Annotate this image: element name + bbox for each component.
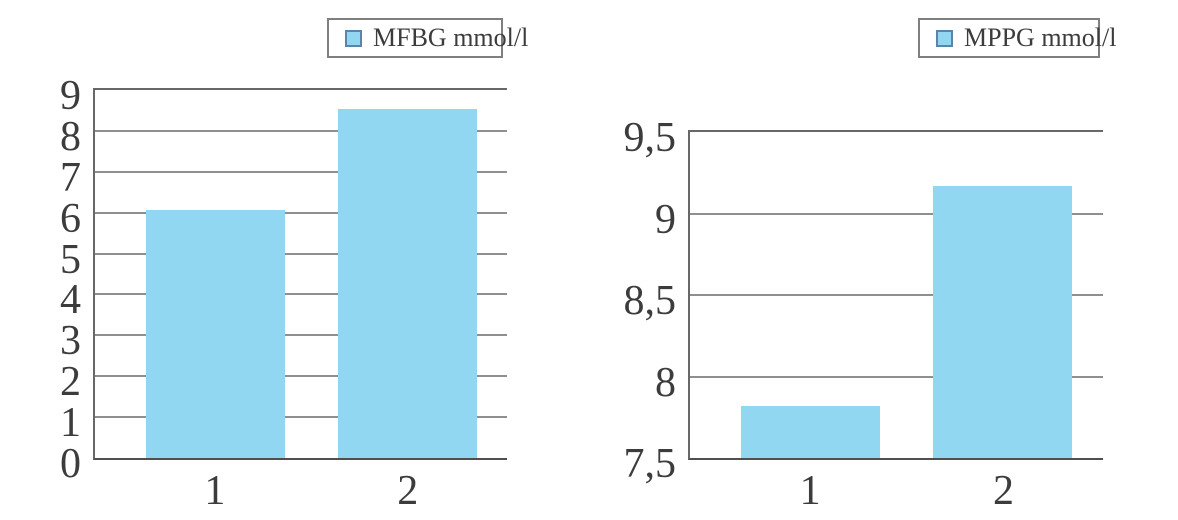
gridline — [690, 294, 1103, 296]
gridline — [95, 416, 507, 419]
y-axis-tick: 8 — [655, 359, 676, 406]
y-axis-tick: 3 — [60, 318, 81, 365]
y-axis-tick: 6 — [60, 195, 81, 242]
legend-marker-icon — [936, 29, 953, 47]
bar-category-2 — [933, 185, 1073, 458]
legend-marker-icon — [345, 29, 362, 47]
gridline — [95, 129, 507, 132]
bar-category-2 — [337, 109, 477, 458]
plot-area-mfbg: 9 8 7 6 5 4 3 2 1 0 1 2 — [60, 75, 507, 512]
gridline — [690, 375, 1103, 378]
bar-category-1 — [740, 405, 880, 458]
x-axis-tick: 1 — [204, 468, 226, 514]
y-axis-tick: 8 — [60, 113, 81, 160]
legend-mfbg: MFBG mmol/l — [327, 18, 528, 58]
y-axis-tick: 4 — [60, 277, 81, 324]
gridline — [690, 212, 1103, 215]
gridline — [95, 293, 507, 296]
x-axis-tick: 2 — [397, 468, 419, 514]
gridline — [95, 211, 507, 214]
y-axis-tick: 7 — [60, 154, 81, 201]
gridline — [95, 334, 507, 337]
y-axis-tick: 7,5 — [623, 441, 677, 487]
y-axis-tick: 5 — [60, 236, 81, 283]
plot-area-mppg: 9,5 9 8,5 8 7,5 1 2 — [624, 117, 1103, 512]
gridline — [95, 252, 507, 255]
y-axis-tick: 0 — [60, 441, 81, 487]
y-axis-tick: 1 — [60, 400, 81, 447]
y-axis-tick: 9 — [60, 73, 81, 119]
legend-label: MPPG mmol/l — [964, 23, 1117, 52]
gridline — [95, 375, 507, 378]
y-axis-tick: 2 — [60, 359, 81, 406]
y-axis-tick: 9 — [655, 196, 676, 243]
legend-mppg: MPPG mmol/l — [918, 18, 1116, 58]
gridline — [95, 170, 507, 173]
y-axis-tick: 8,5 — [623, 278, 677, 324]
x-axis-tick: 1 — [799, 468, 821, 514]
legend-label: MFBG mmol/l — [373, 23, 529, 52]
y-axis-tick: 9,5 — [623, 115, 677, 161]
bar-category-1 — [145, 209, 285, 458]
x-axis-tick: 2 — [992, 468, 1014, 514]
